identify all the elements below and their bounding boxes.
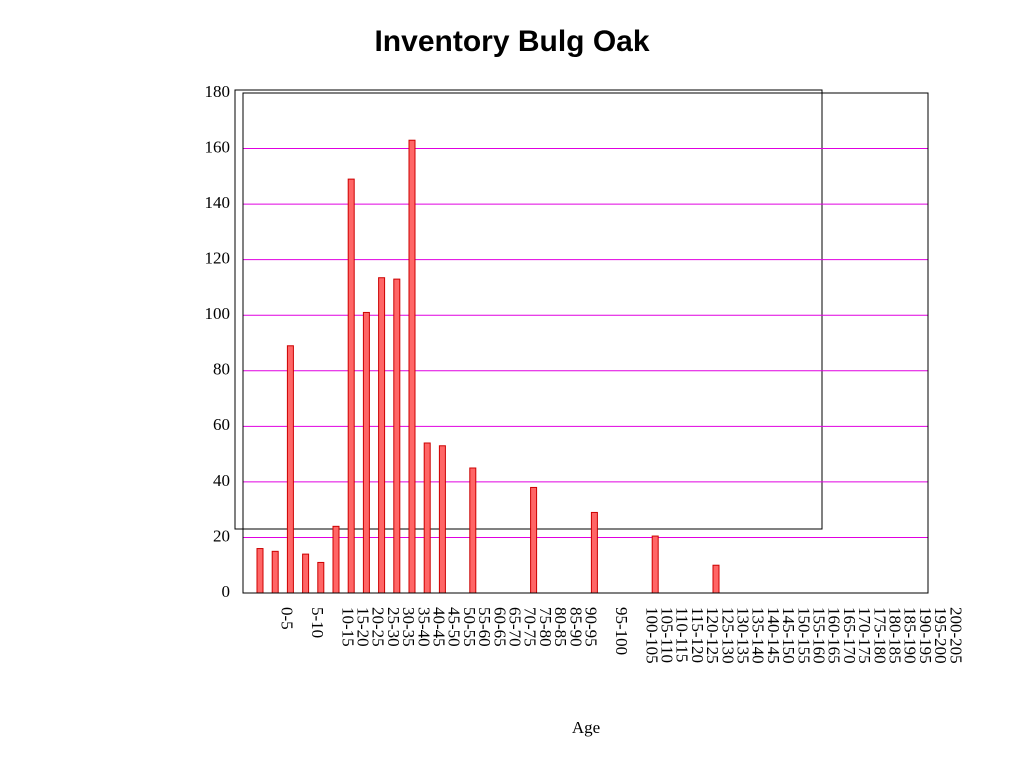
x-tick-label: 50-55 bbox=[460, 607, 479, 647]
bar bbox=[271, 550, 279, 594]
legend-box bbox=[234, 89, 823, 530]
bar bbox=[408, 139, 416, 594]
bar bbox=[438, 445, 446, 594]
x-tick-label: 85-90 bbox=[566, 607, 585, 647]
x-tick-label: 100-105 bbox=[642, 607, 661, 664]
y-tick-label: 60 bbox=[213, 415, 230, 434]
x-tick-label: 75-80 bbox=[536, 607, 555, 647]
y-tick-label: 100 bbox=[205, 304, 231, 323]
x-tick-label: 180-185 bbox=[885, 607, 904, 664]
x-tick-label: 65-70 bbox=[505, 607, 524, 647]
bar bbox=[362, 311, 370, 594]
bar bbox=[378, 277, 386, 594]
x-tick-label: 25-30 bbox=[384, 607, 403, 647]
bar bbox=[302, 553, 310, 594]
bars bbox=[256, 139, 720, 594]
x-tick-label: 165-170 bbox=[840, 607, 859, 664]
x-tick-label: 195-200 bbox=[931, 607, 950, 664]
chart-title: Inventory Bulg Oak bbox=[374, 25, 649, 58]
y-tick-label: 0 bbox=[222, 582, 231, 601]
x-tick-label: 55-60 bbox=[475, 607, 494, 647]
bar bbox=[393, 278, 401, 594]
bar bbox=[256, 548, 264, 594]
x-tick-label: 80-85 bbox=[551, 607, 570, 647]
x-tick-label: 120-125 bbox=[703, 607, 722, 664]
x-tick-label: 145-150 bbox=[779, 607, 798, 664]
grid bbox=[243, 92, 928, 594]
bar bbox=[347, 178, 355, 594]
x-tick-label: 95-100 bbox=[612, 607, 631, 655]
y-tick-label: 20 bbox=[213, 526, 230, 545]
x-tick-label: 135-140 bbox=[749, 607, 768, 664]
x-axis-label: Age bbox=[572, 718, 600, 737]
x-tick-label: 30-35 bbox=[399, 607, 418, 647]
x-tick-label: 175-180 bbox=[870, 607, 889, 664]
bar bbox=[712, 564, 720, 594]
x-tick-label: 90-95 bbox=[581, 607, 600, 647]
x-tick-label: 150-155 bbox=[794, 607, 813, 664]
x-tick-label: 200-205 bbox=[946, 607, 965, 664]
x-tick-label: 160-165 bbox=[825, 607, 844, 664]
x-tick-label: 185-190 bbox=[901, 607, 920, 664]
x-tick-label: 40-45 bbox=[429, 607, 448, 647]
bar bbox=[332, 525, 340, 594]
x-tick-label: 110-115 bbox=[673, 607, 692, 662]
bar bbox=[469, 467, 477, 594]
y-tick-label: 40 bbox=[213, 471, 230, 490]
plot-frame bbox=[242, 92, 929, 594]
x-tick-label: 15-20 bbox=[353, 607, 372, 647]
bar bbox=[423, 442, 431, 594]
y-tick-label: 140 bbox=[205, 193, 231, 212]
y-tick-label: 80 bbox=[213, 360, 230, 379]
x-tick-label: 10-15 bbox=[338, 607, 357, 647]
x-tick-label: 105-110 bbox=[657, 607, 676, 663]
x-tick-label: 45-50 bbox=[445, 607, 464, 647]
y-tick-label: 180 bbox=[205, 82, 231, 101]
bar bbox=[317, 561, 325, 594]
x-tick-label: 155-160 bbox=[809, 607, 828, 664]
x-tick-label: 70-75 bbox=[521, 607, 540, 647]
bar bbox=[590, 511, 598, 594]
bar bbox=[286, 345, 294, 594]
x-tick-label: 5-10 bbox=[308, 607, 327, 638]
x-tick-label: 35-40 bbox=[414, 607, 433, 647]
x-tick-label: 130-135 bbox=[733, 607, 752, 664]
x-tick-label: 170-175 bbox=[855, 607, 874, 664]
x-tick-label: 125-130 bbox=[718, 607, 737, 664]
y-tick-label: 160 bbox=[205, 137, 231, 156]
bar bbox=[651, 535, 659, 594]
x-tick-label: 115-120 bbox=[688, 607, 707, 663]
x-tick-label: 0-5 bbox=[277, 607, 296, 630]
y-tick-label: 120 bbox=[205, 249, 231, 268]
bar bbox=[530, 486, 538, 594]
x-tick-label: 140-145 bbox=[764, 607, 783, 664]
x-tick-label: 190-195 bbox=[916, 607, 935, 664]
x-tick-label: 60-65 bbox=[490, 607, 509, 647]
x-tick-label: 20-25 bbox=[369, 607, 388, 647]
